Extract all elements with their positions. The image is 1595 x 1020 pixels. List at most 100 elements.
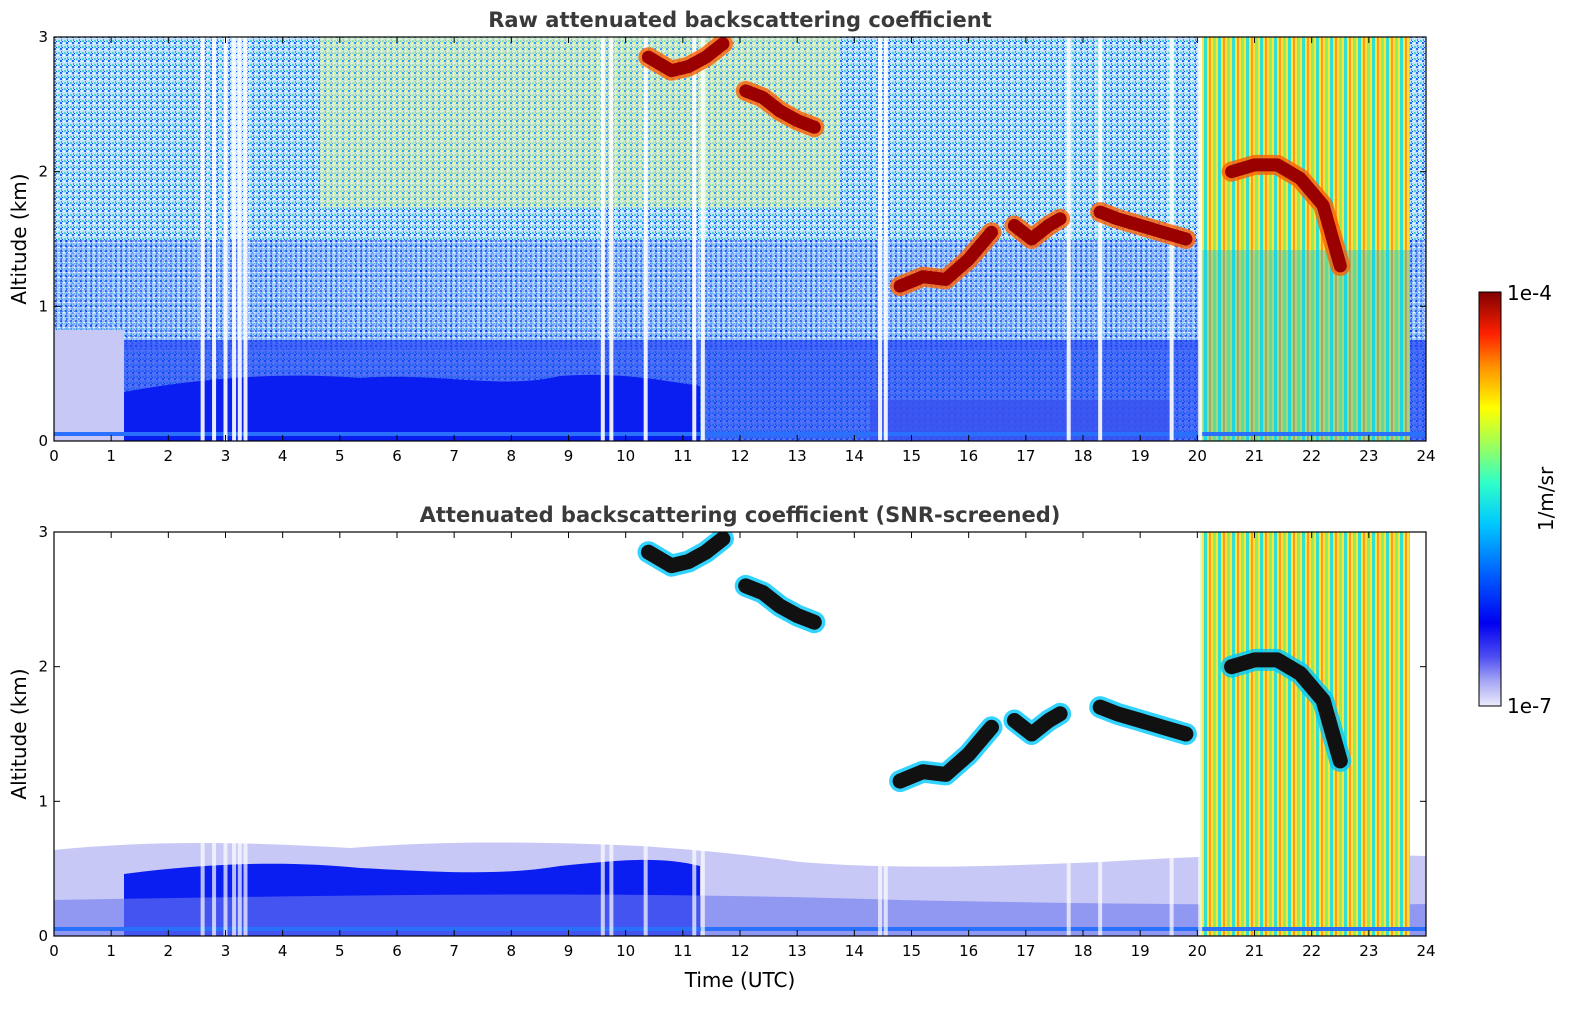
x-tick-label: 23 [1359,942,1378,960]
data-gap [212,37,217,441]
data-gap [883,532,888,936]
y-tick-label: 0 [38,927,48,945]
heatmap-image [54,37,1426,441]
data-gap [1098,532,1103,936]
y-tick-label: 2 [38,658,48,676]
data-gap [878,532,883,936]
axis-ticks: 0 1 2 3 4 5 6 7 8 9 10 11 12 13 14 15 16 17 18 19 20 21 22 23 24… [38,523,1435,960]
x-tick-label: 18 [1073,447,1092,465]
x-tick-label: 21 [1245,447,1264,465]
panel-title: Attenuated backscattering coefficient (S… [420,503,1061,527]
x-tick-label: 6 [392,447,402,465]
x-tick-label: 14 [845,942,864,960]
y-tick-label: 2 [38,163,48,181]
colorbar-min-label: 1e-7 [1507,694,1552,718]
data-gap [643,37,648,441]
cloud-layer [1007,212,1067,246]
data-gap [212,532,217,936]
data-gap [200,532,205,936]
x-tick-label: 7 [449,942,459,960]
data-gap [232,37,237,441]
x-tick-label: 14 [845,447,864,465]
data-gap [1066,532,1071,936]
x-tick-label: 8 [507,447,517,465]
x-tick-label: 2 [164,942,174,960]
x-tick-label: 3 [221,447,231,465]
heatmap-overlay [200,37,1351,441]
data-gap [700,37,705,441]
cloud-layer [1224,652,1348,769]
data-gap [692,532,697,936]
x-tick-label: 9 [564,447,574,465]
data-gap [600,37,605,441]
x-tick-label: 13 [788,447,807,465]
x-tick-label: 24 [1416,942,1435,960]
x-tick-label: 17 [1016,447,1035,465]
x-tick-label: 19 [1131,942,1150,960]
x-tick-label: 0 [49,942,59,960]
x-tick-label: 24 [1416,447,1435,465]
data-gap [243,532,248,936]
x-tick-label: 11 [673,447,692,465]
data-gap [200,37,205,441]
x-tick-label: 5 [335,942,345,960]
data-gap [243,37,248,441]
x-tick-label: 23 [1359,447,1378,465]
x-tick-label: 9 [564,942,574,960]
colorbar-label: 1/m/sr [1534,466,1558,531]
x-tick-label: 11 [673,942,692,960]
x-tick-label: 10 [616,942,635,960]
data-gap [878,37,883,441]
cloud-layer [739,84,821,134]
x-tick-label: 22 [1302,942,1321,960]
x-tick-label: 1 [106,942,116,960]
data-gap [1198,532,1203,936]
x-tick-label: 0 [49,447,59,465]
x-tick-label: 4 [278,447,288,465]
x-tick-label: 1 [106,447,116,465]
data-gap [1198,37,1203,441]
y-tick-label: 3 [38,28,48,46]
cloud-layer [738,578,822,630]
y-tick-label: 1 [38,297,48,315]
x-tick-label: 5 [335,447,345,465]
data-gap [609,532,614,936]
x-tick-label: 15 [902,447,921,465]
data-gap [232,532,237,936]
x-tick-label: 20 [1188,942,1207,960]
x-tick-label: 10 [616,447,635,465]
x-tick-label: 13 [788,942,807,960]
x-tick-label: 17 [1016,942,1035,960]
y-axis-label: Altitude (km) [7,668,31,799]
y-tick-label: 0 [38,432,48,450]
panel-title: Raw attenuated backscattering coefficien… [488,8,992,32]
x-tick-label: 18 [1073,942,1092,960]
x-tick-label: 15 [902,942,921,960]
x-axis-label: Time (UTC) [684,968,796,992]
data-gap [609,37,614,441]
cloud-layer [892,719,999,789]
x-tick-label: 16 [959,447,978,465]
x-tick-label: 8 [507,942,517,960]
cloud-layer [1006,706,1068,742]
cloud-layer [1093,205,1193,246]
x-tick-label: 21 [1245,942,1264,960]
colorbar-gradient [1478,291,1502,707]
y-tick-label: 1 [38,792,48,810]
x-tick-label: 3 [221,942,231,960]
x-tick-label: 12 [730,942,749,960]
heatmap-overlay [200,532,1352,936]
cloud-layer [1092,699,1194,742]
panel-snr-screened: Attenuated backscattering coefficient (S… [7,503,1436,992]
x-tick-label: 7 [449,447,459,465]
x-tick-label: 12 [730,447,749,465]
colorbar: 1e-4 1e-7 1/m/sr [1478,281,1558,718]
heatmap-image [54,532,1426,936]
data-gap [237,532,242,936]
y-axis-label: Altitude (km) [7,173,31,304]
cloud-layer [1225,158,1347,273]
data-gap [1066,37,1071,441]
cloud-layer [642,37,730,78]
data-gap [692,37,697,441]
